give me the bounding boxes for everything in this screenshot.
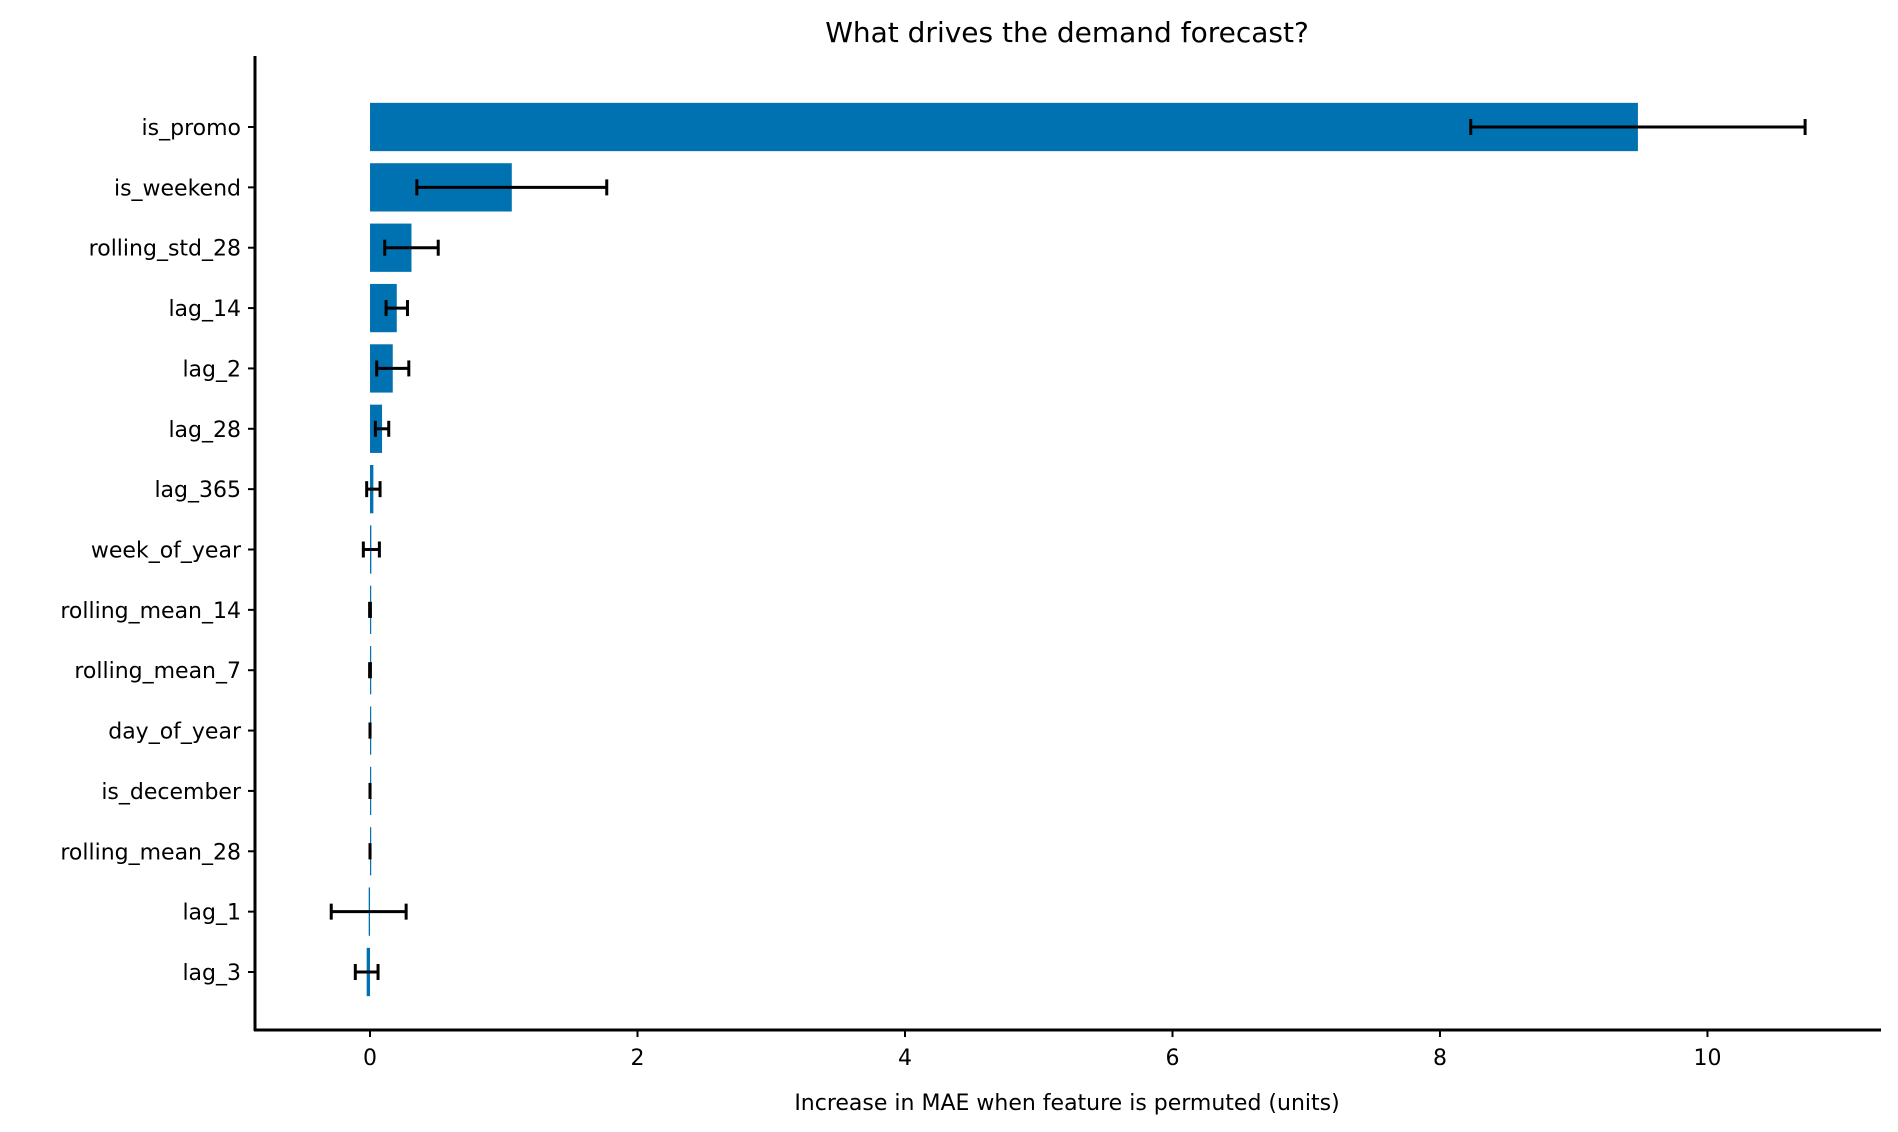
errorbar-rolling_std_28	[383, 239, 440, 256]
y-tick-label: is_weekend	[114, 176, 241, 201]
bar-is_promo	[370, 102, 1638, 152]
errorbar-lag_14	[384, 300, 409, 317]
errorbar-lag_1	[329, 903, 408, 920]
y-tick-label: rolling_mean_14	[60, 599, 241, 624]
x-tick-label: 10	[1693, 1046, 1721, 1071]
y-tick-label: rolling_mean_28	[60, 840, 241, 865]
errorbar-is_promo	[1469, 119, 1807, 135]
y-tick-label: lag_1	[182, 901, 241, 926]
y-tick-label: lag_365	[154, 478, 241, 503]
errorbar-rolling_mean_14	[368, 601, 372, 618]
x-tick-label: 6	[1165, 1046, 1179, 1071]
bars-group	[366, 102, 1638, 997]
chart-title: What drives the demand forecast?	[825, 16, 1309, 49]
errorbar-lag_365	[365, 481, 382, 498]
y-tick-label: lag_28	[168, 418, 241, 443]
x-tick-label: 2	[631, 1046, 645, 1071]
x-tick-label: 4	[898, 1046, 912, 1071]
x-axis-ticks: 0 2 4 6 8 10	[363, 1030, 1721, 1071]
x-axis-label: Increase in MAE when feature is permuted…	[794, 1091, 1339, 1116]
errorbar-lag_3	[353, 964, 380, 980]
x-tick-label: 8	[1433, 1046, 1447, 1071]
errorbar-rolling_mean_7	[368, 662, 372, 679]
y-tick-label: week_of_year	[91, 539, 242, 564]
y-tick-label: lag_3	[182, 961, 241, 986]
errorbars-group	[329, 119, 1807, 980]
y-tick-label: is_december	[101, 780, 242, 805]
errorbar-is_weekend	[415, 179, 609, 196]
y-tick-label: lag_2	[182, 357, 241, 382]
y-tick-label: day_of_year	[108, 720, 242, 745]
errorbar-lag_2	[375, 360, 411, 377]
errorbar-lag_28	[373, 420, 391, 437]
y-tick-label: is_promo	[142, 116, 241, 141]
y-tick-label: lag_14	[168, 297, 241, 322]
errorbar-week_of_year	[361, 541, 381, 558]
y-tick-label: rolling_std_28	[89, 237, 241, 262]
y-tick-label: rolling_mean_7	[74, 659, 241, 684]
y-axis-ticks: is_promo is_weekend rolling_std_28 lag_14la…	[60, 116, 255, 986]
x-tick-label: 0	[363, 1046, 377, 1071]
